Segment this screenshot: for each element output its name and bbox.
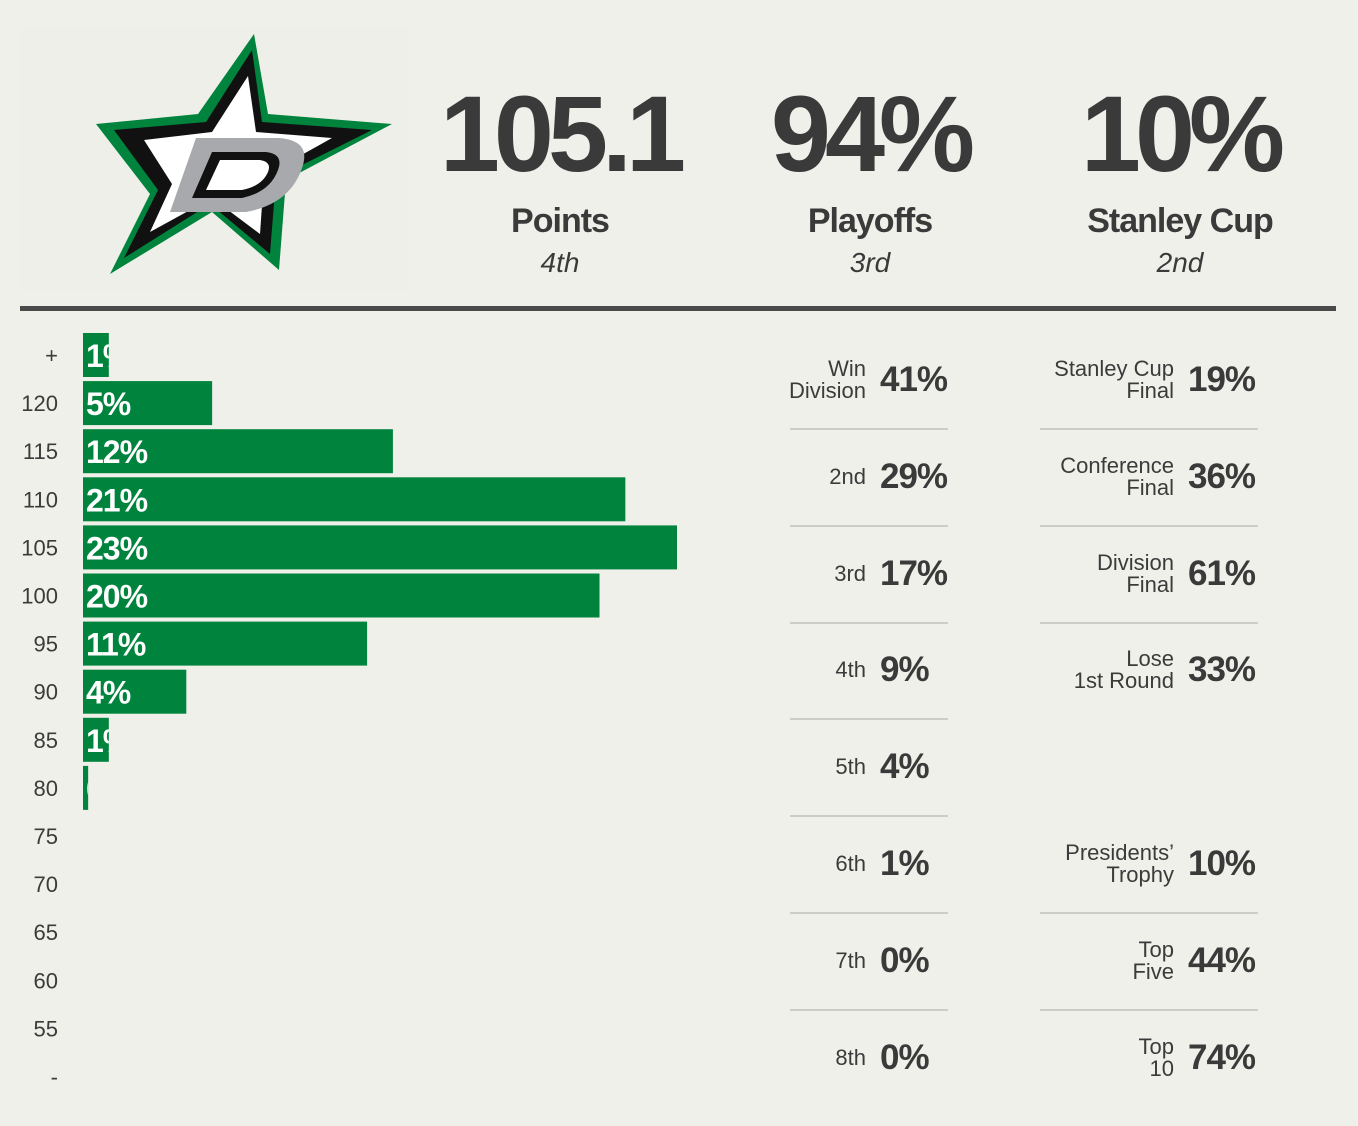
y-tick-label: 85 xyxy=(34,728,58,753)
finish-label: 6th xyxy=(835,851,866,876)
playoff-value: 10% xyxy=(1188,844,1256,883)
bar xyxy=(83,381,213,426)
finish-value: 0% xyxy=(880,1037,930,1077)
finish-label: 2nd xyxy=(829,463,866,489)
finish-row: 7th 0% xyxy=(790,913,948,1011)
playoffs-label: Playoffs xyxy=(807,202,933,240)
stat-playoffs: 94% Playoffs 3rd xyxy=(710,80,1030,279)
bar xyxy=(83,573,600,618)
playoff-label: Top Five xyxy=(1132,936,1174,984)
stanley-cup-value: 10% xyxy=(1080,73,1285,194)
bar xyxy=(83,477,626,522)
finish-row: 5th 4% xyxy=(790,719,948,818)
playoffs-rank: 3rd xyxy=(849,247,891,278)
y-tick-label: 120 xyxy=(21,391,58,416)
playoff-label: Conference Final xyxy=(1060,452,1174,500)
header-divider xyxy=(20,306,1336,311)
star-d-logo-icon xyxy=(96,34,392,274)
y-tick-label: 100 xyxy=(21,584,58,609)
bar-value-label: 11% xyxy=(86,627,146,663)
finish-row: 8th 0% xyxy=(790,1010,948,1106)
y-tick-label: + xyxy=(45,343,58,368)
playoff-value: 19% xyxy=(1188,360,1256,399)
playoff-label: Division Final xyxy=(1096,549,1174,597)
points-label: Points xyxy=(511,202,610,240)
finish-value: 0% xyxy=(880,940,930,980)
bar xyxy=(83,669,187,714)
playoff-row: Lose 1st Round 33% xyxy=(1040,622,1258,718)
y-tick-label: 55 xyxy=(34,1016,58,1041)
finish-value: 17% xyxy=(880,553,948,593)
finish-value: 4% xyxy=(880,747,930,787)
y-tick-label: 60 xyxy=(34,968,58,993)
bar-value-label: 21% xyxy=(86,482,148,518)
team-logo xyxy=(20,28,408,290)
playoff-label: Stanley Cup Final xyxy=(1054,356,1174,403)
finish-row: 6th 1% xyxy=(790,816,948,914)
playoff-row xyxy=(1040,719,1258,815)
y-tick-label: 110 xyxy=(23,487,58,512)
bar-value-label: 5% xyxy=(86,386,131,422)
bar xyxy=(83,717,109,762)
finish-row: 2nd 29% xyxy=(790,429,948,527)
finish-row: 4th 9% xyxy=(790,622,948,721)
stat-points: 105.1 Points 4th xyxy=(400,80,720,279)
playoff-value: 33% xyxy=(1188,650,1256,690)
finish-label: 8th xyxy=(835,1044,866,1070)
bar-value-label: 1% xyxy=(86,338,131,374)
stat-stanley-cup: 10% Stanley Cup 2nd xyxy=(1020,80,1340,279)
finish-value: 41% xyxy=(880,360,948,399)
bar xyxy=(83,525,677,570)
finish-row: Win Division 41% xyxy=(788,332,948,430)
playoff-value: 61% xyxy=(1188,553,1256,593)
bar xyxy=(83,621,368,666)
bar-value-label: 20% xyxy=(86,579,148,615)
finish-row: 3rd 17% xyxy=(790,526,948,624)
finish-label: 3rd xyxy=(834,560,866,586)
y-tick-label: 95 xyxy=(34,632,58,657)
y-tick-label: 70 xyxy=(34,872,58,897)
stanley-cup-label: Stanley Cup xyxy=(1087,202,1273,240)
bar-value-label: 23% xyxy=(86,530,148,566)
playoff-value: 74% xyxy=(1188,1037,1256,1077)
finish-label: 4th xyxy=(835,657,866,683)
finish-label: 5th xyxy=(835,754,866,780)
bar-value-label: 1% xyxy=(86,723,131,759)
points-value: 105.1 xyxy=(439,73,686,194)
finish-value: 29% xyxy=(880,456,948,496)
y-tick-label: 75 xyxy=(34,824,58,849)
playoff-row: Stanley Cup Final 19% xyxy=(1040,332,1258,430)
bar xyxy=(83,429,393,474)
playoff-value: 44% xyxy=(1188,940,1256,980)
playoff-row: Division Final 61% xyxy=(1040,526,1258,624)
playoff-row: Presidents’ Trophy 10% xyxy=(1040,816,1258,914)
playoff-label: Presidents’ Trophy xyxy=(1065,840,1174,887)
y-tick-label: 80 xyxy=(34,776,58,801)
bar-value-label: 12% xyxy=(86,434,148,470)
finish-value: 1% xyxy=(880,844,930,883)
y-tick-label: - xyxy=(51,1065,58,1090)
bar-value-label: 4% xyxy=(86,675,131,711)
playoff-row: Top 10 74% xyxy=(1040,1010,1258,1106)
y-tick-label: 115 xyxy=(23,439,58,464)
bar-value-label: 0% xyxy=(86,771,131,807)
finish-label: 7th xyxy=(835,947,866,973)
stanley-cup-rank: 2nd xyxy=(1156,247,1204,278)
finish-value: 9% xyxy=(880,650,930,690)
playoff-label: Lose 1st Round xyxy=(1073,646,1174,694)
points-distribution-chart: +1% 120 5% 115 12% 110 21% 105 23% 100 20% 95 11% 90 4… xyxy=(21,333,677,1090)
playoff-value: 36% xyxy=(1188,456,1256,496)
y-tick-label: 90 xyxy=(34,680,58,705)
points-rank: 4th xyxy=(540,247,580,278)
finish-label: Win Division xyxy=(788,356,866,403)
playoffs-value: 94% xyxy=(770,73,975,194)
bar xyxy=(83,765,89,810)
y-tick-label: 65 xyxy=(34,920,58,945)
playoff-row: Conference Final 36% xyxy=(1040,429,1258,527)
y-tick-label: 105 xyxy=(21,535,58,560)
playoff-label: Top 10 xyxy=(1138,1033,1174,1081)
bar xyxy=(83,333,109,377)
playoff-row: Top Five 44% xyxy=(1040,913,1258,1011)
